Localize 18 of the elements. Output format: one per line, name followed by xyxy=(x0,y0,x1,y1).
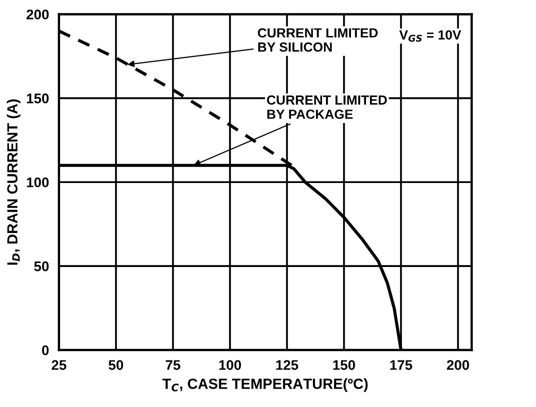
x-axis-title: T$_{C}$, CASE TEMPERATURE(ºC) xyxy=(162,378,368,392)
annotation: CURRENT LIMITED BY SILICON xyxy=(258,28,378,52)
x-tick-label: 25 xyxy=(52,360,66,370)
x-tick-label: 75 xyxy=(166,360,180,370)
y-tick-label: 150 xyxy=(26,94,49,104)
y-axis-title: I$_{D}$, DRAIN CURRENT (A) xyxy=(6,99,20,265)
x-tick-label: 150 xyxy=(333,360,356,370)
y-tick-label: 50 xyxy=(34,261,49,272)
x-tick-label: 175 xyxy=(390,360,412,370)
y-tick-label: 0 xyxy=(42,345,49,356)
x-tick-label: 100 xyxy=(219,360,241,370)
annotation: V$_{GS}$ = 10V xyxy=(399,30,462,42)
y-tick-label: 200 xyxy=(26,10,49,20)
x-tick-label: 125 xyxy=(276,360,298,370)
x-tick-label: 50 xyxy=(108,360,124,370)
y-tick-label: 100 xyxy=(26,177,49,188)
annotation: CURRENT LIMITED BY PACKAGE xyxy=(267,95,387,119)
x-tick-label: 200 xyxy=(446,360,470,370)
